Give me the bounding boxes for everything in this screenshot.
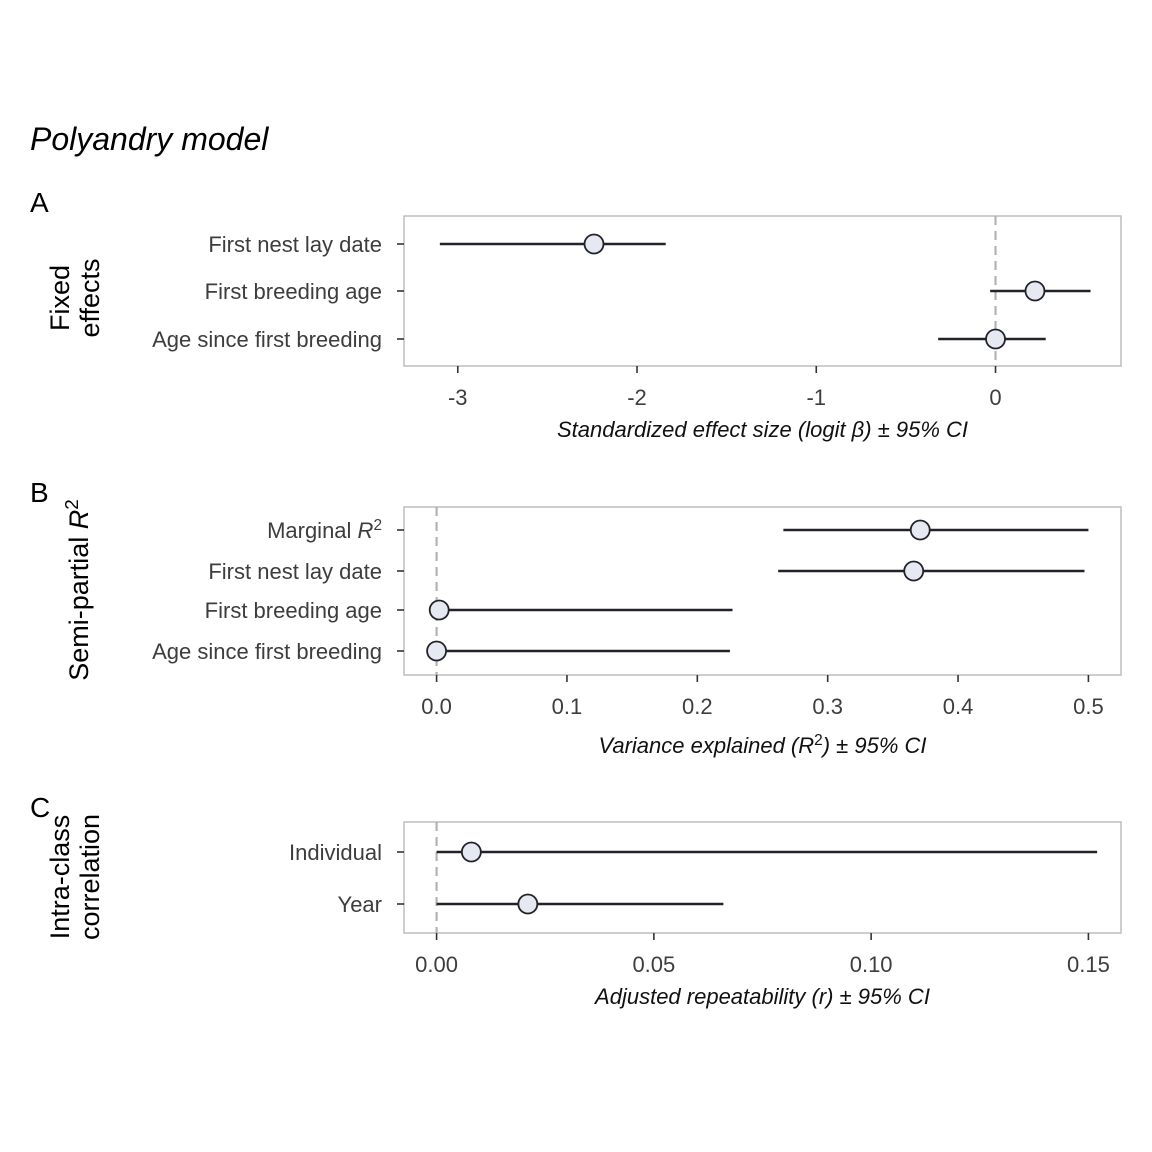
point-estimate bbox=[428, 599, 450, 621]
x-tick-label: 0.5 bbox=[1073, 694, 1104, 719]
x-tick-label: 0.2 bbox=[682, 694, 713, 719]
point-estimate bbox=[1024, 280, 1046, 302]
x-tick-label: -1 bbox=[806, 385, 826, 410]
estimate-row: Individual bbox=[289, 840, 1098, 865]
x-tick-label: -3 bbox=[448, 385, 468, 410]
panel-A: A Fixed effects -3 -2 -1 0 Standardized effect … bbox=[30, 187, 1122, 442]
x-tick-label: 0.05 bbox=[632, 952, 675, 977]
point-estimate bbox=[903, 560, 925, 582]
y-axis-label: Fixed bbox=[45, 265, 75, 331]
row-label: Age since first breeding bbox=[152, 639, 382, 664]
panel-B: B Semi-partial R2 0.0 0.1 0.2 0.3 0.4 0.5 Varian… bbox=[30, 477, 1122, 759]
point-estimate bbox=[985, 328, 1006, 350]
panel-tag: A bbox=[30, 187, 49, 218]
y-axis-label: correlation bbox=[75, 814, 105, 940]
x-tick-label: 0.10 bbox=[850, 952, 893, 977]
estimate-row: First nest lay date bbox=[208, 559, 1085, 584]
row-label: Individual bbox=[289, 840, 382, 865]
x-tick-label: 0.0 bbox=[421, 694, 452, 719]
x-tick-label: 0.15 bbox=[1067, 952, 1110, 977]
estimate-row: Year bbox=[338, 892, 724, 917]
x-axis-label: Adjusted repeatability (r) ± 95% CI bbox=[593, 984, 930, 1009]
panels: A Fixed effects -3 -2 -1 0 Standardized effect … bbox=[30, 187, 1122, 1009]
row-label: First breeding age bbox=[205, 598, 382, 623]
x-tick-label: 0.3 bbox=[812, 694, 843, 719]
row-label: Year bbox=[338, 892, 382, 917]
y-axis-label: Semi-partial R2 bbox=[62, 499, 95, 681]
row-label: First breeding age bbox=[205, 279, 382, 304]
point-estimate bbox=[909, 519, 931, 541]
row-label: First nest lay date bbox=[208, 559, 382, 584]
figure-title: Polyandry model bbox=[30, 121, 269, 157]
y-axis-label: Intra-class bbox=[45, 815, 75, 940]
estimate-row: First breeding age bbox=[205, 598, 733, 623]
x-tick-label: -2 bbox=[627, 385, 647, 410]
x-tick-label: 0 bbox=[989, 385, 1001, 410]
point-estimate bbox=[517, 893, 539, 915]
x-axis-label: Variance explained (R2) ± 95% CI bbox=[599, 732, 927, 759]
point-estimate bbox=[460, 841, 482, 863]
x-axis-label: Standardized effect size (logit β) ± 95%… bbox=[557, 417, 968, 442]
point-estimate bbox=[583, 233, 605, 255]
estimate-row: Marginal R2 bbox=[267, 517, 1089, 544]
estimate-row: First nest lay date bbox=[208, 232, 666, 257]
plot-frame bbox=[403, 506, 1122, 676]
plot-frame bbox=[403, 821, 1122, 934]
panel-tag: B bbox=[30, 477, 49, 508]
row-label: Marginal R2 bbox=[267, 517, 382, 544]
y-axis-label: effects bbox=[75, 258, 105, 337]
x-tick-label: 0.4 bbox=[943, 694, 974, 719]
row-label: First nest lay date bbox=[208, 232, 382, 257]
panel-tag: C bbox=[30, 792, 50, 823]
estimate-row: Age since first breeding bbox=[152, 327, 1046, 352]
row-label: Age since first breeding bbox=[152, 327, 382, 352]
point-estimate bbox=[426, 640, 447, 662]
estimate-row: First breeding age bbox=[205, 279, 1091, 304]
x-tick-label: 0.1 bbox=[552, 694, 583, 719]
estimate-row: Age since first breeding bbox=[152, 639, 730, 664]
x-tick-label: 0.00 bbox=[415, 952, 458, 977]
